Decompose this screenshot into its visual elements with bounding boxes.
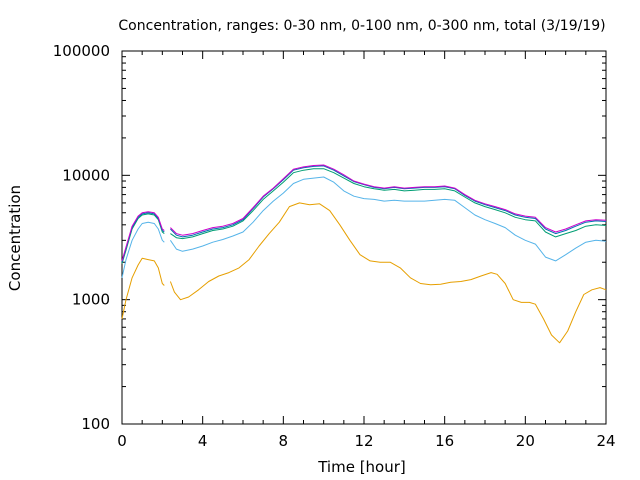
x-tick-label: 24: [596, 432, 615, 450]
chart-title: Concentration, ranges: 0-30 nm, 0-100 nm…: [118, 18, 605, 34]
y-tick-label: 100: [81, 415, 110, 433]
plot-frame: [121, 50, 607, 425]
y-axis-label: Concentration: [6, 185, 24, 291]
x-axis-label: Time [hour]: [317, 458, 406, 476]
series-line-2: [121, 176, 607, 278]
y-tick-labels: 100 1000 10000 100000: [53, 42, 110, 433]
x-tick-label: 8: [279, 432, 289, 450]
series-line-1: [121, 202, 607, 344]
x-tick-labels: 0 4 8 12 16 20 24: [117, 432, 615, 450]
y-tick-label: 10000: [62, 166, 110, 184]
series-line-3: [121, 168, 607, 264]
x-tick-label: 0: [117, 432, 127, 450]
x-tick-label: 20: [516, 432, 535, 450]
x-tick-label: 4: [198, 432, 208, 450]
plot-lines: [121, 164, 607, 344]
axis-ticks: [121, 51, 607, 425]
x-tick-label: 16: [435, 432, 454, 450]
series-line-5: [121, 164, 607, 262]
y-tick-label: 100000: [53, 42, 110, 60]
series-line-4: [121, 165, 607, 263]
y-tick-label: 1000: [72, 291, 110, 309]
x-tick-label: 12: [354, 432, 373, 450]
